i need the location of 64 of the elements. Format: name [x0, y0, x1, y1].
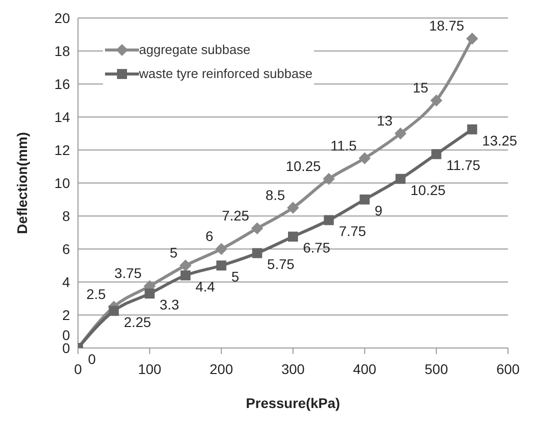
y-tick-label: 12	[54, 142, 70, 158]
y-tick-label: 16	[54, 76, 70, 92]
y-tick-label: 14	[54, 108, 70, 125]
point	[358, 152, 371, 164]
data-label: 11.75	[446, 157, 481, 174]
data-label: 10.25	[286, 158, 322, 174]
x-tick-label: 100	[138, 360, 162, 377]
point	[180, 260, 192, 272]
y-tick-label: 10	[54, 174, 70, 191]
point	[144, 288, 155, 299]
x-tick-label: 500	[424, 360, 448, 377]
point	[467, 124, 478, 134]
data-label: 11.5	[330, 137, 357, 154]
data-label: 15	[412, 80, 429, 96]
point	[108, 306, 119, 316]
point	[324, 215, 334, 226]
data-label: 9	[374, 202, 383, 218]
y-tick-label: 4	[62, 274, 70, 290]
x-tick-label: 600	[496, 360, 520, 377]
point	[431, 149, 442, 160]
data-label: 7.25	[222, 207, 250, 224]
x-tick-label: 300	[281, 360, 305, 377]
data-label: 5	[231, 268, 240, 284]
y-tick-label: 0	[62, 340, 70, 356]
point	[216, 260, 226, 270]
x-tick-label: 400	[352, 360, 377, 377]
point	[360, 194, 370, 204]
y-axis-title: Deflection(mm)	[14, 132, 30, 234]
x-tick-label: 200	[210, 360, 234, 377]
data-label: 18.75	[429, 18, 464, 34]
x-axis-title: Pressure(kPa)	[246, 395, 340, 411]
data-label: 2.25	[124, 314, 152, 330]
y-tick-label: 2	[62, 306, 70, 323]
data-label: 5.75	[267, 256, 295, 272]
y-tick-label: 20	[54, 10, 70, 26]
y-tick-label: 8	[62, 208, 70, 224]
point	[322, 172, 335, 185]
data-label: 2.5	[86, 286, 106, 302]
point	[215, 243, 228, 255]
point	[251, 222, 264, 234]
point	[180, 270, 190, 280]
legend-label: waste tyre reinforced subbase	[139, 65, 312, 83]
data-label: 3.3	[160, 296, 180, 313]
x-tick-label: 0	[74, 360, 82, 377]
data-label: 10.25	[410, 182, 446, 198]
data-label: 4.4	[196, 278, 216, 294]
legend-label: aggregate subbase	[139, 41, 250, 59]
data-label: 6	[206, 228, 214, 244]
point	[466, 32, 478, 45]
data-label: 3.75	[114, 265, 142, 282]
data-label: 7.75	[338, 223, 366, 240]
data-label: 13	[376, 112, 393, 128]
y-tick-label: 18	[54, 42, 70, 59]
point	[288, 232, 298, 242]
point	[396, 174, 406, 184]
y-tick-label: 6	[62, 240, 70, 257]
data-label: 6.75	[303, 240, 330, 256]
data-label: 5	[170, 244, 178, 260]
point	[394, 128, 406, 140]
point	[287, 202, 299, 214]
point	[430, 94, 442, 106]
point	[252, 248, 262, 258]
data-label: 8.5	[266, 186, 286, 203]
data-label: 13.25	[482, 132, 518, 148]
